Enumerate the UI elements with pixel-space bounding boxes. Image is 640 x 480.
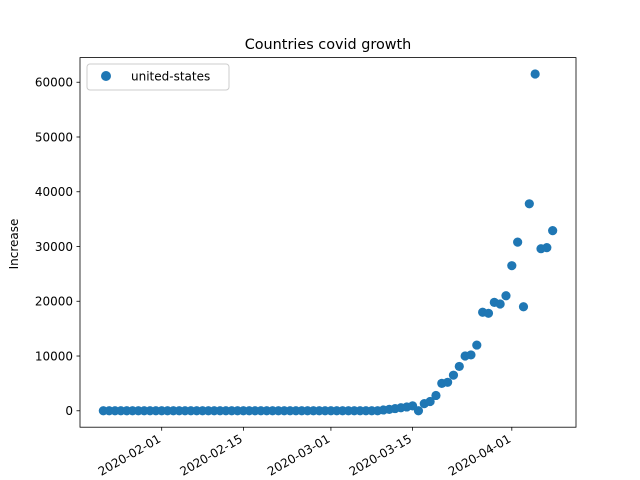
data-point bbox=[548, 226, 558, 236]
data-point bbox=[507, 261, 517, 271]
y-axis-ticks: 0 10000 20000 30000 40000 50000 60000 bbox=[35, 76, 80, 418]
y-tick-label: 60000 bbox=[35, 76, 73, 90]
data-point bbox=[530, 69, 540, 79]
y-tick-label: 10000 bbox=[35, 349, 73, 363]
legend-box bbox=[86, 63, 230, 91]
x-tick-label: 2020-02-15 bbox=[177, 432, 244, 479]
legend: united-states bbox=[86, 63, 230, 91]
data-point bbox=[431, 390, 441, 401]
x-tick-label: 2020-03-01 bbox=[265, 432, 332, 479]
y-tick-label: 50000 bbox=[35, 130, 73, 144]
data-point bbox=[443, 377, 453, 387]
x-axis-ticks: 2020-02-01 2020-02-15 2020-03-01 2020-03-15… bbox=[96, 427, 513, 479]
y-tick-label: 0 bbox=[65, 404, 73, 418]
data-point bbox=[524, 199, 534, 209]
legend-marker bbox=[101, 71, 111, 81]
scatter-points bbox=[98, 69, 558, 416]
data-point bbox=[454, 361, 464, 372]
y-tick-label: 30000 bbox=[35, 240, 73, 254]
data-point bbox=[513, 237, 523, 247]
data-point bbox=[542, 243, 552, 253]
y-tick-label: 20000 bbox=[35, 295, 73, 309]
plot-frame bbox=[79, 57, 577, 428]
y-axis-label: Increase bbox=[7, 219, 21, 270]
legend-label: united-states bbox=[131, 70, 210, 84]
x-tick-label: 2020-02-01 bbox=[96, 432, 163, 479]
x-tick-label: 2020-04-01 bbox=[446, 432, 513, 479]
data-point bbox=[501, 291, 511, 301]
data-point bbox=[448, 370, 459, 380]
y-tick-label: 40000 bbox=[35, 185, 73, 199]
chart-title: Countries covid growth bbox=[245, 37, 412, 53]
data-point bbox=[495, 299, 505, 309]
data-point bbox=[425, 396, 435, 407]
data-point bbox=[466, 350, 476, 360]
x-tick-label: 2020-03-15 bbox=[347, 432, 414, 479]
data-point bbox=[483, 308, 494, 318]
data-point bbox=[472, 340, 482, 350]
data-point bbox=[413, 406, 424, 416]
data-point bbox=[518, 302, 529, 312]
